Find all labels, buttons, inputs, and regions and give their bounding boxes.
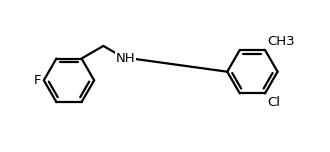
Text: Cl: Cl (268, 96, 280, 109)
Text: F: F (34, 74, 41, 87)
Text: NH: NH (115, 52, 135, 65)
Text: CH3: CH3 (267, 35, 295, 48)
